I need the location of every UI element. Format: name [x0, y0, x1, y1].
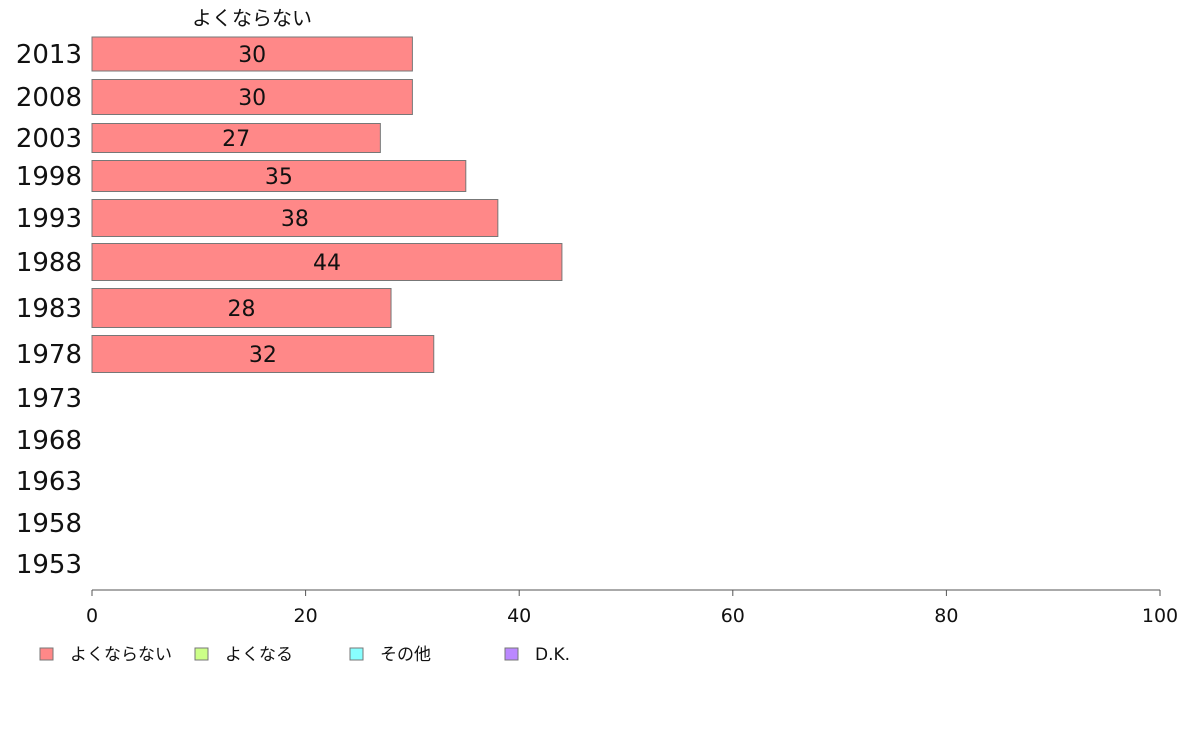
value-label-1993: 38 [281, 207, 309, 232]
value-label-1988: 44 [313, 251, 341, 276]
bar-2003 [91, 123, 381, 153]
year-label-1998: 1998 [16, 162, 82, 192]
legend-label-0: よくならない [70, 645, 172, 665]
bar-1998 [91, 160, 467, 192]
bar-2013 [91, 36, 413, 72]
year-label-1968: 1968 [16, 426, 82, 456]
year-label-2013: 2013 [16, 40, 82, 70]
value-label-1998: 35 [265, 165, 293, 190]
x-axis: 0 20 40 60 80 100 [86, 589, 1178, 627]
legend-label-2: その他 [380, 645, 431, 665]
bar-1983 [91, 288, 392, 328]
year-label-1973: 1973 [16, 384, 82, 414]
year-label-1988: 1988 [16, 248, 82, 278]
value-label-2003: 27 [222, 127, 250, 152]
x-tick-label-100: 100 [1142, 605, 1178, 627]
series-header-group: よくならない [192, 6, 312, 30]
legend: よくならない よくなる その他 D.K. [39, 645, 570, 665]
value-label-2008: 30 [238, 86, 266, 111]
value-label-1983: 28 [228, 297, 256, 322]
year-label-1978: 1978 [16, 340, 82, 370]
year-label-1983: 1983 [16, 294, 82, 324]
legend-label-1: よくなる [225, 645, 293, 665]
legend-swatch-2 [349, 647, 364, 661]
year-label-1993: 1993 [16, 204, 82, 234]
legend-swatch-1 [194, 647, 209, 661]
year-label-2003: 2003 [16, 124, 82, 154]
bar-1978 [91, 335, 435, 373]
legend-swatch-0 [39, 647, 54, 661]
year-label-1963: 1963 [16, 467, 82, 497]
year-label-2008: 2008 [16, 83, 82, 113]
legend-swatch-3 [504, 647, 519, 661]
x-tick-label-80: 80 [934, 605, 958, 627]
value-label-1978: 32 [249, 343, 277, 368]
value-label-2013: 30 [238, 43, 266, 68]
legend-label-3: D.K. [535, 645, 570, 665]
year-label-1958: 1958 [16, 509, 82, 539]
x-tick-label-20: 20 [294, 605, 318, 627]
x-tick-label-40: 40 [507, 605, 531, 627]
bar-1988 [91, 243, 563, 281]
x-tick-label-60: 60 [721, 605, 745, 627]
bar-2008 [91, 79, 413, 115]
bar-1993 [91, 199, 499, 237]
year-labels: 2013 2008 2003 1998 1993 1988 1983 1978 1973 1968… [16, 40, 82, 580]
year-label-1953: 1953 [16, 550, 82, 580]
x-tick-label-0: 0 [86, 605, 98, 627]
series-header: よくならない [192, 6, 312, 30]
